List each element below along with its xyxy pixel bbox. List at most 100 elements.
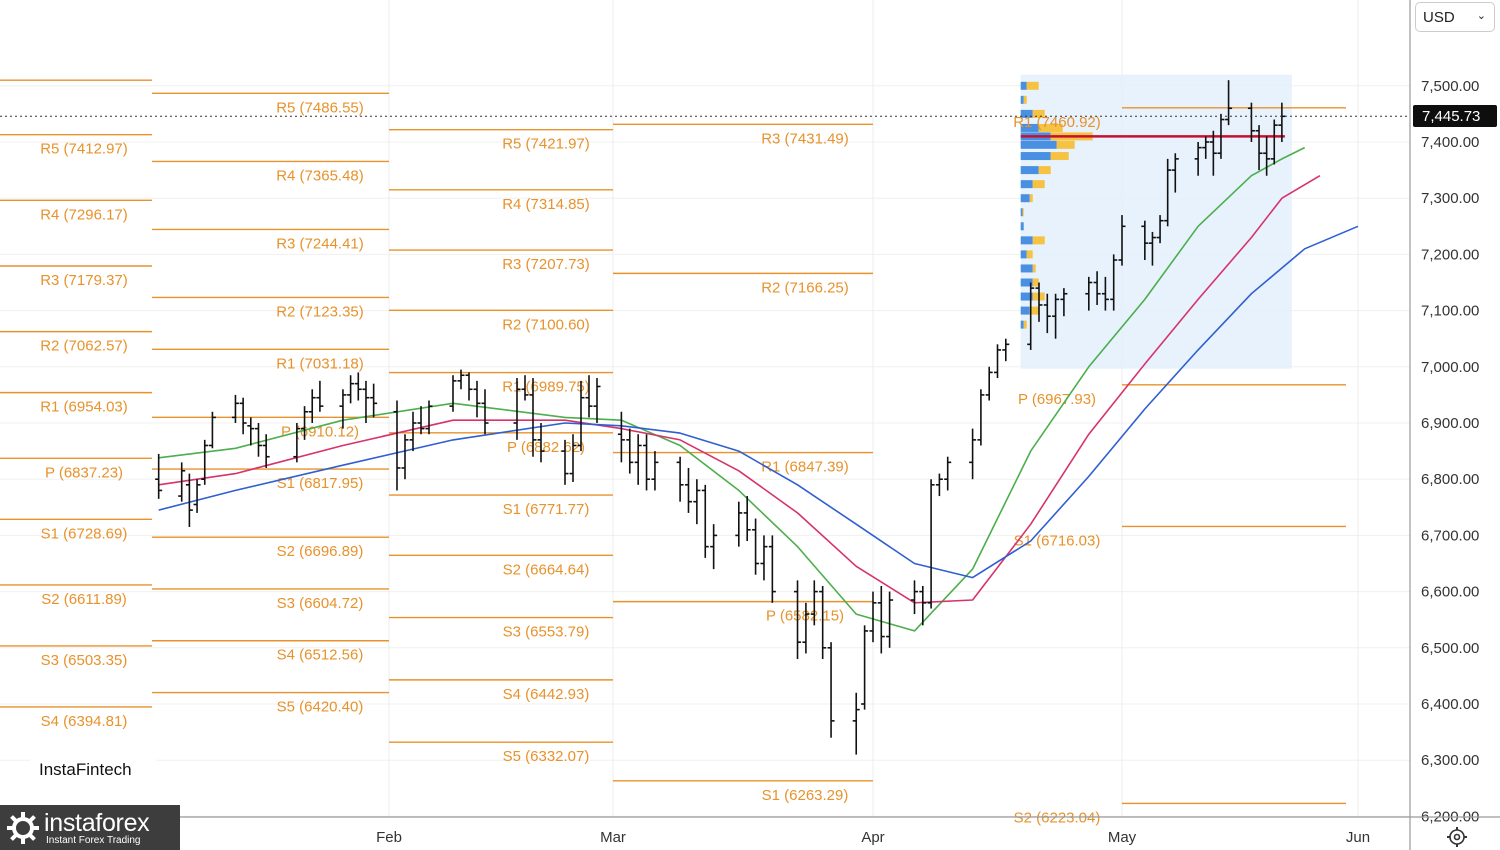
vp-down-bar: [1022, 208, 1024, 217]
pivot-label: R1 (6847.39): [761, 459, 849, 476]
vp-down-bar: [1023, 320, 1027, 329]
x-tick-label: Mar: [600, 829, 626, 846]
pivot-label: R2 (7166.25): [761, 279, 849, 296]
ohlc-bar: [935, 473, 943, 497]
pivot-label: R3 (7179.37): [40, 272, 128, 289]
y-tick-label: 7,400.00: [1421, 134, 1479, 151]
pivot-label: R4 (7296.17): [40, 206, 128, 223]
ohlc-bar: [802, 602, 810, 654]
ohlc-bar: [513, 378, 521, 440]
x-tick-label: Feb: [376, 829, 402, 846]
y-tick-label: 7,200.00: [1421, 246, 1479, 263]
ohlc-bar: [347, 375, 355, 404]
pivot-label: R1 (7031.18): [276, 355, 364, 372]
pivot-label: R2 (7123.35): [276, 303, 364, 320]
pivot-label: S3 (6503.35): [41, 652, 128, 669]
ohlc-bar: [293, 423, 301, 463]
settings-icon[interactable]: [1446, 826, 1468, 848]
vp-up-bar: [1020, 140, 1057, 149]
ohlc-bar: [370, 383, 378, 418]
ohlc-bar: [911, 580, 918, 615]
ohlc-bar: [1217, 113, 1225, 159]
pivot-label: P (6967.93): [1018, 391, 1096, 408]
vp-down-bar: [1023, 95, 1027, 104]
moving-average-line: [158, 225, 1359, 579]
pivot-label: S1 (6728.69): [41, 525, 128, 542]
ohlc-bar: [457, 369, 465, 390]
vp-up-bar: [1020, 166, 1039, 175]
ohlc-bar: [1278, 102, 1286, 142]
pivot-label: R3 (7207.73): [502, 256, 590, 273]
ohlc-bar: [301, 406, 309, 440]
ohlc-bar: [354, 372, 362, 401]
instaforex-tagline: Instant Forex Trading: [46, 835, 141, 846]
ohlc-bar: [393, 400, 401, 491]
ohlc-bar: [409, 411, 417, 452]
pivot-label: R2 (7062.57): [40, 338, 128, 355]
ohlc-bar: [362, 380, 370, 423]
pivot-label: P (6582.15): [766, 608, 844, 625]
ohlc-bar: [254, 423, 262, 457]
ohlc-bar: [1263, 136, 1271, 176]
ohlc-bar: [1148, 231, 1156, 266]
ohlc-bar: [684, 467, 692, 513]
moving-average-line: [158, 175, 1321, 604]
x-tick-label: Jun: [1346, 829, 1370, 846]
ohlc-bar: [473, 380, 481, 418]
ohlc-bar: [585, 375, 593, 418]
ohlc-bar: [1164, 158, 1172, 227]
price-bars: [155, 80, 1286, 755]
pivot-label: S3 (6604.72): [277, 595, 364, 612]
pivot-label: P (6837.23): [45, 464, 123, 481]
pivot-label: R1 (6989.75): [502, 379, 590, 396]
instaforex-watermark: instaforex Instant Forex Trading: [0, 805, 180, 850]
ohlc-bar: [977, 389, 985, 446]
ohlc-bar: [760, 535, 768, 581]
ohlc-bar: [339, 389, 347, 429]
ohlc-bar: [852, 692, 860, 755]
vp-background: [1020, 74, 1292, 369]
ohlc-bar: [1118, 215, 1126, 266]
vp-up-bar: [1020, 95, 1024, 104]
ohlc-bar: [861, 625, 869, 710]
y-tick-label: 6,400.00: [1421, 696, 1479, 713]
vp-down-bar: [1029, 194, 1033, 203]
chevron-down-icon[interactable]: ⌄: [1476, 10, 1486, 22]
ohlc-bar: [810, 580, 818, 626]
vp-down-bar: [1050, 152, 1069, 161]
pivot-label: P (6910.12): [281, 423, 359, 440]
ohlc-bar: [919, 585, 927, 626]
vp-down-bar: [1032, 236, 1045, 245]
y-tick-label: 6,300.00: [1421, 752, 1479, 769]
vp-down-bar: [1032, 264, 1036, 273]
volume-profile: [1020, 74, 1292, 369]
ohlc-bar: [1085, 276, 1093, 311]
ohlc-bar: [231, 394, 239, 423]
ohlc-bar: [869, 591, 877, 643]
pivot-label: R4 (7314.85): [502, 196, 590, 213]
ohlc-bar: [1270, 119, 1278, 165]
ohlc-bar: [1052, 293, 1060, 339]
ohlc-bar: [425, 400, 433, 435]
ohlc-bar: [417, 406, 425, 435]
ohlc-bar: [201, 439, 209, 485]
currency-selector[interactable]: USD ⌄: [1415, 2, 1495, 32]
ohlc-bar: [886, 591, 894, 648]
vp-down-bar: [1038, 123, 1063, 132]
pivot-label: S5 (6332.07): [503, 748, 590, 765]
ohlc-bar: [676, 456, 684, 502]
ohlc-bar: [768, 535, 776, 603]
ohlc-bar: [743, 496, 751, 542]
instafintech-watermark: InstaFintech: [30, 752, 156, 788]
vp-up-bar: [1020, 236, 1033, 245]
ohlc-bar: [994, 344, 1001, 379]
pivot-label: S4 (6394.81): [41, 713, 128, 730]
pivot-label: S1 (6263.29): [762, 787, 849, 804]
vp-down-bar: [1029, 306, 1039, 315]
ohlc-bar: [537, 423, 545, 463]
ohlc-bar: [693, 479, 701, 525]
y-tick-label: 6,800.00: [1421, 471, 1479, 488]
vp-down-bar: [1026, 81, 1039, 90]
y-tick-label: 6,700.00: [1421, 527, 1479, 544]
ohlc-bar: [262, 434, 270, 468]
